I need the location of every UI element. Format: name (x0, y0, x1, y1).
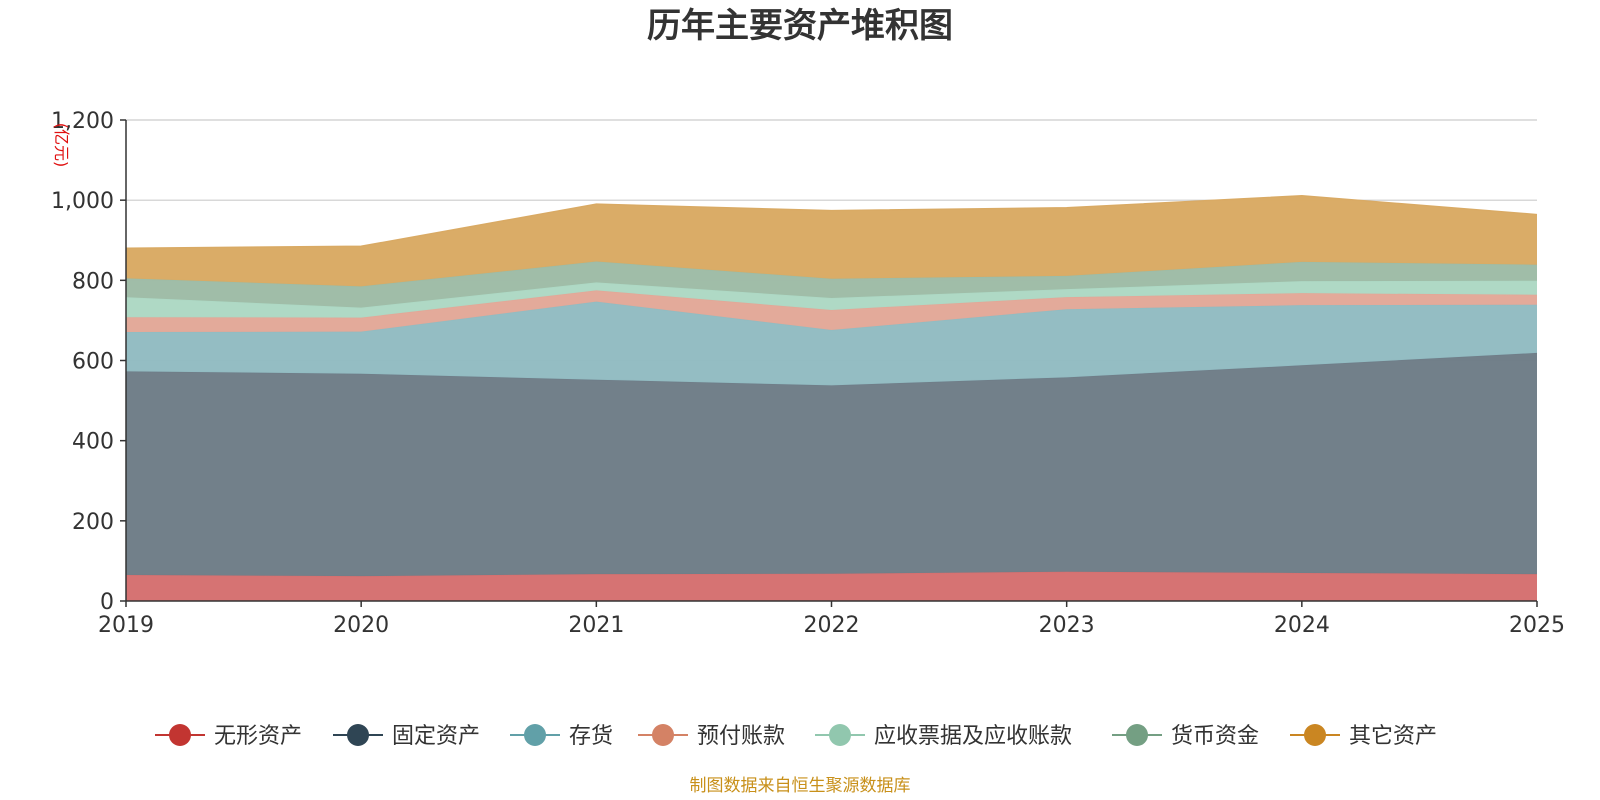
legend-label-5: 货币资金 (1171, 724, 1259, 749)
legend-marker-1 (347, 724, 369, 746)
legend-item-6: 其它资产 (1290, 724, 1437, 749)
legend-marker-2 (524, 724, 546, 746)
legend-marker-0 (169, 724, 191, 746)
area-series-4 (126, 280, 1537, 318)
legend-marker-4 (829, 724, 851, 746)
y-tick-label-6: 1,200 (51, 109, 114, 134)
legend-item-0: 无形资产 (155, 724, 302, 749)
legend-marker-6 (1304, 724, 1326, 746)
x-tick-label-0: 2019 (98, 613, 154, 638)
legend-marker-5 (1126, 724, 1148, 746)
y-tick-label-3: 600 (72, 350, 114, 375)
y-axis-unit-label: (亿元) (52, 123, 71, 168)
area-series-3 (126, 290, 1537, 333)
area-series-0 (126, 571, 1537, 601)
legend-label-6: 其它资产 (1349, 724, 1437, 749)
axes: 0 200 400 600 800 1,000 1,200 2019 2020 2021 2022 2… (51, 109, 1565, 638)
legend-label-0: 无形资产 (214, 724, 302, 749)
legend-label-2: 存货 (569, 724, 613, 749)
area-series-5 (126, 261, 1537, 308)
data-source-note: 制图数据来自恒生聚源数据库 (690, 776, 911, 796)
x-tick-label-6: 2025 (1509, 613, 1565, 638)
area-series-1 (126, 352, 1537, 577)
chart-title: 历年主要资产堆积图 (647, 6, 953, 46)
legend-item-3: 预付账款 (638, 724, 785, 749)
stacked-areas (125, 195, 1538, 601)
x-tick-label-5: 2024 (1274, 613, 1330, 638)
legend-item-2: 存货 (510, 724, 613, 749)
y-tick-label-1: 200 (72, 510, 114, 535)
legend-label-3: 预付账款 (697, 724, 785, 749)
area-edge-6 (125, 195, 1538, 250)
legend-item-1: 固定资产 (333, 724, 480, 749)
y-tick-label-4: 800 (72, 269, 114, 294)
legend-label-4: 应收票据及应收账款 (874, 724, 1072, 749)
legend-marker-3 (652, 724, 674, 746)
legend: 无形资产 固定资产 存货 预付账款 应收票据及应收账款 货币资金 其它资产 (155, 724, 1437, 749)
area-series-2 (126, 301, 1537, 386)
y-tick-label-0: 0 (100, 590, 114, 615)
x-tick-label-3: 2022 (804, 613, 860, 638)
legend-label-1: 固定资产 (392, 724, 480, 749)
area-series-6 (126, 195, 1537, 287)
legend-item-5: 货币资金 (1112, 724, 1259, 749)
x-tick-label-1: 2020 (333, 613, 389, 638)
x-tick-label-4: 2023 (1039, 613, 1095, 638)
legend-item-4: 应收票据及应收账款 (815, 724, 1072, 749)
x-tick-label-2: 2021 (568, 613, 624, 638)
y-tick-label-5: 1,000 (51, 189, 114, 214)
y-tick-label-2: 400 (72, 430, 114, 455)
